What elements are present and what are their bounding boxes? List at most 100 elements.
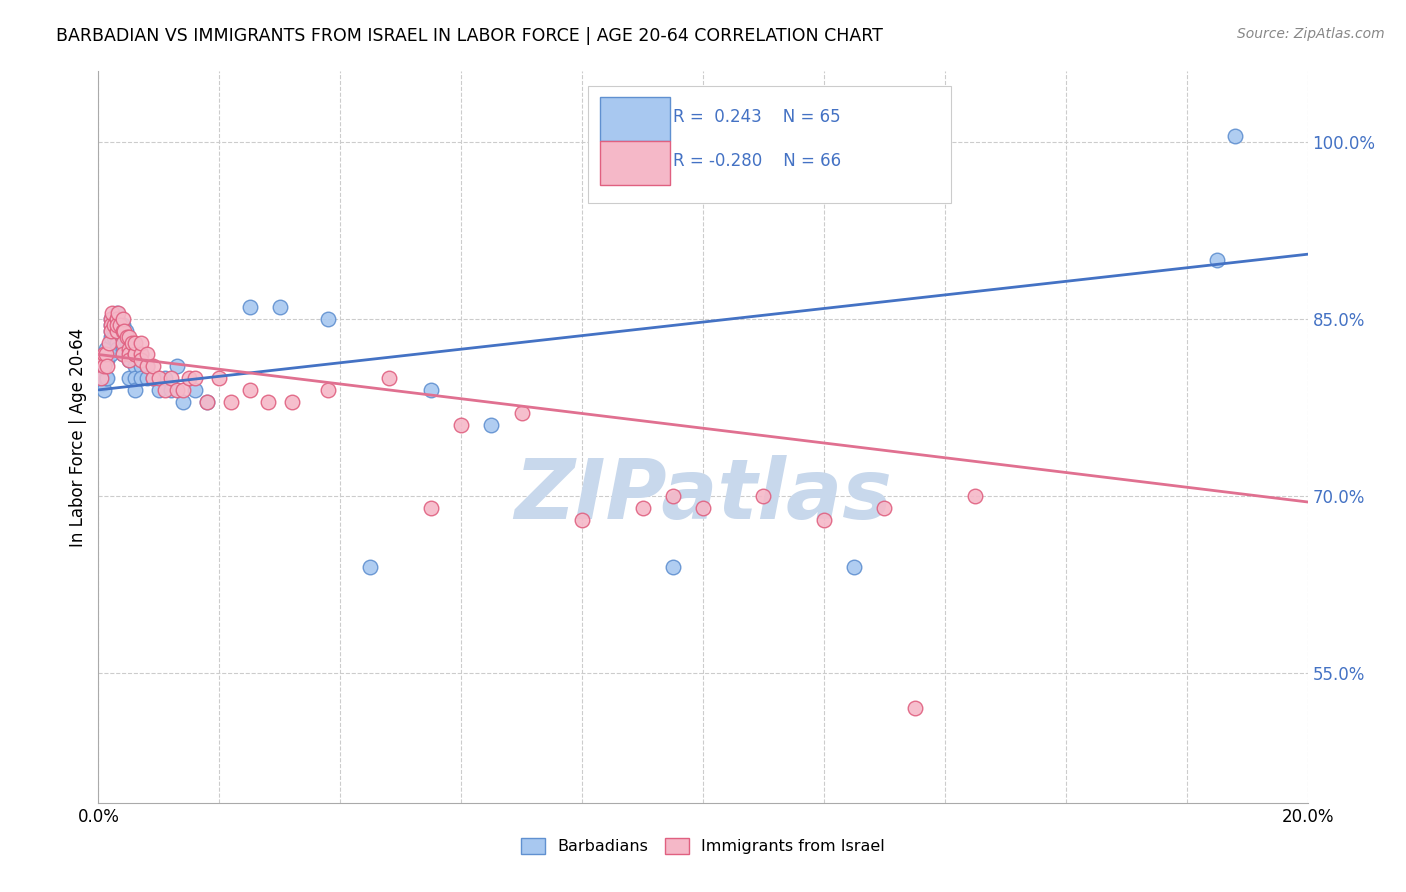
Point [100,318,122,332]
Point [142,359,165,374]
Point [153,383,176,397]
Point [94,347,117,361]
Point [105,324,128,338]
Point [105,335,128,350]
Point [281,394,304,409]
Point [661,559,683,574]
FancyBboxPatch shape [588,86,950,203]
Point [103,318,125,332]
Point [100,312,122,326]
Point [1223,129,1246,144]
Point [105,312,128,326]
Point [111,312,134,326]
Point [118,347,141,361]
Point [873,500,896,515]
Point [420,500,443,515]
Point [103,330,125,344]
Point [96,359,118,374]
Point [160,383,183,397]
Point [98,335,121,350]
Point [105,318,128,332]
Point [124,383,146,397]
Point [124,347,146,361]
Text: ZIPatlas: ZIPatlas [515,455,891,536]
Point [100,330,122,344]
FancyBboxPatch shape [600,141,671,185]
Point [108,318,131,332]
Point [111,347,134,361]
Point [100,312,122,326]
Point [208,371,231,385]
Point [631,500,654,515]
Point [160,371,183,385]
Legend: Barbadians, Immigrants from Israel: Barbadians, Immigrants from Israel [515,831,891,861]
Point [195,394,218,409]
Point [90,371,112,385]
Point [571,513,593,527]
Point [112,324,135,338]
Point [129,371,152,385]
Point [135,359,157,374]
Point [107,324,129,338]
Point [124,347,146,361]
Point [135,371,157,385]
Point [114,324,136,338]
Point [129,347,152,361]
Point [100,306,122,320]
Point [112,330,135,344]
FancyBboxPatch shape [600,97,671,141]
Point [904,701,927,715]
Point [94,371,117,385]
Point [153,371,176,385]
Point [813,513,835,527]
Point [269,301,291,315]
Point [91,376,114,391]
Point [118,353,141,368]
Point [91,353,114,368]
Point [111,318,134,332]
Point [94,342,117,356]
Point [111,324,134,338]
Point [111,335,134,350]
Point [118,353,141,368]
Point [91,371,114,385]
Point [96,353,118,368]
Point [93,359,115,374]
Point [118,342,141,356]
Point [239,383,262,397]
Point [100,324,122,338]
Point [118,347,141,361]
Point [124,371,146,385]
Point [420,383,443,397]
Point [93,383,115,397]
Point [752,489,775,503]
Point [100,312,122,326]
Point [1206,253,1229,268]
Text: R = -0.280    N = 66: R = -0.280 N = 66 [672,153,841,170]
Point [129,353,152,368]
Point [148,383,170,397]
Point [105,312,128,326]
Point [124,335,146,350]
Point [172,394,194,409]
Point [692,500,714,515]
Point [195,394,218,409]
Point [129,335,152,350]
Point [844,559,866,574]
Point [118,371,141,385]
Point [221,394,243,409]
Point [135,347,157,361]
Point [360,559,382,574]
Point [166,383,188,397]
Point [117,330,139,344]
Point [510,407,533,421]
Point [377,371,399,385]
Point [100,318,122,332]
Point [93,347,115,361]
Point [142,371,165,385]
Point [124,359,146,374]
Point [124,347,146,361]
Point [108,318,131,332]
Point [111,335,134,350]
Point [184,383,207,397]
